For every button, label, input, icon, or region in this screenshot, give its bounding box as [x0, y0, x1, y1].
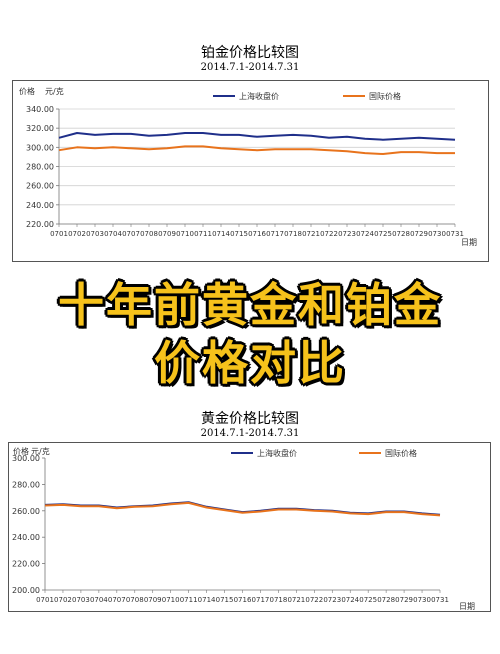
x-tick-label: 0731 — [431, 596, 449, 604]
x-tick-label: 0703 — [72, 596, 90, 604]
chart2-frame: 200.00 220.00 240.00 260.00 280.00 300.00 0701… — [8, 442, 491, 612]
x-tick-label: 0730 — [413, 596, 431, 604]
series-line — [58, 132, 456, 141]
x-tick-label: 0728 — [392, 230, 410, 238]
x-tick-label: 0709 — [158, 230, 176, 238]
x-tick-label: 0701 — [36, 596, 54, 604]
y-tick-label: 240.00 — [26, 201, 54, 210]
legend-label: 国际价格 — [369, 91, 401, 101]
legend-label: 上海收盘价 — [257, 448, 297, 458]
y-axis-label: 价格 — [19, 86, 35, 96]
x-tick-label: 0731 — [446, 230, 464, 238]
x-tick-label: 0723 — [338, 230, 356, 238]
y-tick-label: 280.00 — [26, 163, 54, 172]
x-tick-label: 0724 — [356, 230, 374, 238]
y-tick-label: 200.00 — [12, 586, 40, 595]
x-tick-label: 0728 — [377, 596, 395, 604]
banner-line1: 十年前黄金和铂金 — [58, 278, 442, 332]
x-tick-label: 0708 — [126, 596, 144, 604]
y-tick-label: 220.00 — [12, 560, 40, 569]
x-tick-label: 0710 — [176, 230, 194, 238]
y-tick-label: 300.00 — [12, 454, 40, 463]
platinum-line-chart: 220.00 240.00 260.00 280.00 300.00 320.00 340.… — [19, 86, 477, 247]
x-tick-label: 0722 — [320, 230, 338, 238]
x-tick-label: 0718 — [284, 230, 302, 238]
series-line — [44, 501, 441, 517]
x-tick-label: 0729 — [395, 596, 413, 604]
x-tick-label: 0723 — [323, 596, 341, 604]
x-tick-label: 0716 — [248, 230, 266, 238]
chart2-subtitle: 2014.7.1-2014.7.31 — [200, 428, 300, 439]
x-tick-label: 0721 — [302, 230, 320, 238]
x-tick-label: 0711 — [194, 230, 212, 238]
x-tick-label: 0718 — [269, 596, 287, 604]
x-tick-label: 0709 — [144, 596, 162, 604]
chart1-subtitle: 2014.7.1-2014.7.31 — [200, 62, 300, 73]
x-tick-label: 0729 — [410, 230, 428, 238]
x-tick-label: 0722 — [305, 596, 323, 604]
y-tick-label: 220.00 — [26, 220, 54, 229]
y-tick-label: 240.00 — [12, 533, 40, 542]
x-tick-label: 0710 — [162, 596, 180, 604]
x-tick-label: 0716 — [234, 596, 252, 604]
x-tick-label: 0714 — [212, 230, 230, 238]
x-tick-label: 0725 — [374, 230, 392, 238]
x-tick-label: 0707 — [122, 230, 140, 238]
y-tick-label: 320.00 — [26, 124, 54, 133]
x-axis-label: 日期 — [461, 238, 477, 247]
x-tick-label: 0703 — [86, 230, 104, 238]
x-tick-label: 0708 — [140, 230, 158, 238]
y-tick-label: 300.00 — [26, 143, 54, 152]
y-tick-label: 280.00 — [12, 480, 40, 489]
x-tick-label: 0730 — [428, 230, 446, 238]
x-tick-label: 0711 — [180, 596, 198, 604]
legend-label: 国际价格 — [385, 448, 417, 458]
x-tick-label: 0704 — [90, 596, 108, 604]
x-axis-label: 日期 — [459, 602, 475, 611]
y-tick-label: 260.00 — [12, 507, 40, 516]
x-tick-label: 0714 — [198, 596, 216, 604]
x-tick-label: 0702 — [68, 230, 86, 238]
x-tick-label: 0707 — [108, 596, 126, 604]
x-tick-label: 0701 — [50, 230, 68, 238]
gold-line-chart: 200.00 220.00 240.00 260.00 280.00 300.00 0701… — [12, 446, 475, 611]
chart1-title: 铂金价格比较图 — [201, 45, 299, 61]
x-tick-label: 0717 — [266, 230, 284, 238]
x-tick-label: 0704 — [104, 230, 122, 238]
chart2-title: 黄金价格比较图 — [201, 411, 299, 427]
y-tick-label: 260.00 — [26, 182, 54, 191]
x-tick-label: 0717 — [252, 596, 270, 604]
y-tick-label: 340.00 — [26, 105, 54, 114]
x-tick-label: 0702 — [54, 596, 72, 604]
x-tick-label: 0715 — [230, 230, 248, 238]
y-axis-unit: 元/克 — [31, 447, 50, 456]
x-tick-label: 0725 — [359, 596, 377, 604]
chart1-frame: 220.00 240.00 260.00 280.00 300.00 320.00 340.… — [12, 80, 489, 262]
x-tick-label: 0721 — [287, 596, 305, 604]
series-line — [58, 145, 455, 155]
banner-line2: 价格对比 — [154, 336, 346, 390]
y-axis-unit: 元/克 — [45, 87, 64, 96]
y-axis-label: 价格 — [13, 446, 29, 456]
x-tick-label: 0715 — [216, 596, 234, 604]
x-tick-label: 0724 — [341, 596, 359, 604]
legend-label: 上海收盘价 — [239, 91, 279, 101]
